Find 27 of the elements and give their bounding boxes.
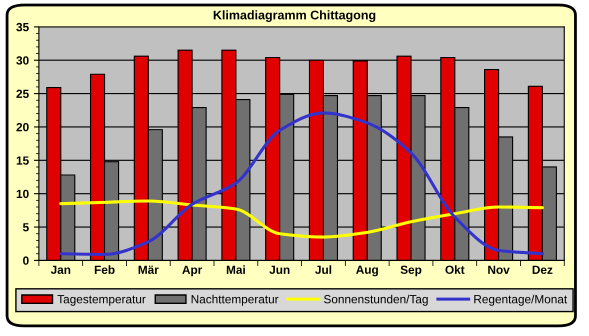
line-series	[59, 111, 544, 256]
legend-label: Nachttemperatur	[192, 294, 278, 306]
y-tick-label: 35	[16, 22, 29, 32]
x-tick-label: Jun	[269, 266, 290, 274]
x-tick-label: Okt	[445, 265, 464, 274]
x-tick-label: Sep	[400, 266, 422, 276]
x-tick-label: Apr	[182, 266, 202, 276]
x-tick-label: Mai	[226, 265, 245, 274]
legend-label: Sonnenstunden/Tag	[324, 294, 428, 306]
legend-label: Regentage/Monat	[474, 294, 568, 306]
x-tick-label: Nov	[488, 266, 510, 274]
line-series	[59, 199, 544, 239]
y-tick-label: 25	[16, 90, 29, 98]
y-tick-label: 15	[16, 156, 29, 165]
x-tick-label: Aug	[356, 266, 378, 276]
x-tick-label: Feb	[94, 265, 115, 274]
y-tick-label: 30	[16, 56, 29, 65]
x-tick-label: Mär	[138, 266, 159, 274]
y-tick-label: 20	[16, 122, 29, 132]
legend-label: Tagestemperatur	[58, 295, 146, 306]
y-tick-label: 0	[23, 256, 29, 265]
y-tick-label: 10	[16, 190, 29, 198]
x-tick-label: Dez	[532, 266, 552, 274]
chart-title: Klimadiagramm Chittagong	[214, 10, 376, 22]
y-tick-label: 5	[22, 223, 29, 232]
x-tick-label: Jul	[315, 265, 332, 274]
x-tick-label: Jan	[50, 266, 70, 274]
